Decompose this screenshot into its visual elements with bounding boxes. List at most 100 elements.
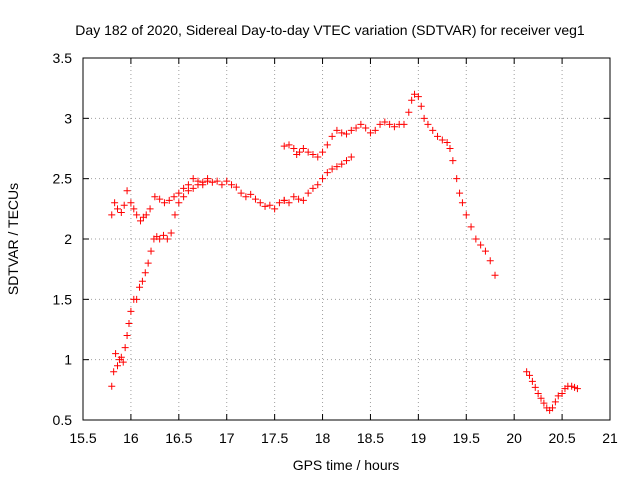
data-point bbox=[113, 362, 121, 370]
data-point bbox=[237, 189, 245, 197]
data-point bbox=[136, 283, 144, 291]
data-point bbox=[458, 199, 466, 207]
y-tick-label: 2 bbox=[64, 231, 72, 247]
data-point bbox=[411, 90, 419, 98]
data-point bbox=[204, 177, 212, 185]
y-tick-label: 2.5 bbox=[53, 171, 73, 187]
data-point bbox=[347, 126, 355, 134]
data-point bbox=[142, 211, 150, 219]
x-axis-label: GPS time / hours bbox=[293, 457, 400, 473]
data-point bbox=[159, 231, 167, 239]
x-tick-label: 16 bbox=[123, 430, 139, 446]
data-point bbox=[299, 196, 307, 204]
data-point bbox=[477, 241, 485, 249]
data-point bbox=[171, 211, 179, 219]
data-point bbox=[170, 193, 178, 201]
data-point bbox=[165, 196, 173, 204]
data-point bbox=[551, 398, 559, 406]
data-point bbox=[366, 129, 374, 137]
data-point bbox=[390, 123, 398, 131]
grid-layer bbox=[83, 58, 610, 420]
data-point bbox=[232, 183, 240, 191]
data-point bbox=[108, 382, 116, 390]
x-tick-label: 18.5 bbox=[357, 430, 384, 446]
data-point bbox=[523, 368, 531, 376]
y-tick-label: 3.5 bbox=[53, 50, 73, 66]
data-point bbox=[304, 148, 312, 156]
series-late-segment bbox=[523, 368, 581, 414]
x-tick-label: 17.5 bbox=[261, 430, 288, 446]
y-tick-label: 0.5 bbox=[53, 412, 73, 428]
data-point bbox=[304, 189, 312, 197]
chart-title: Day 182 of 2020, Sidereal Day-to-day VTE… bbox=[75, 22, 585, 38]
data-point bbox=[223, 177, 231, 185]
data-point bbox=[290, 193, 298, 201]
data-point bbox=[537, 394, 545, 402]
data-point bbox=[309, 151, 317, 159]
data-point bbox=[175, 189, 183, 197]
data-point bbox=[280, 196, 288, 204]
data-point bbox=[141, 269, 149, 277]
data-point bbox=[121, 344, 129, 352]
data-point bbox=[472, 235, 480, 243]
data-point bbox=[446, 145, 454, 152]
data-point bbox=[110, 368, 118, 376]
data-point bbox=[453, 175, 461, 183]
data-point bbox=[156, 195, 164, 203]
data-point bbox=[376, 120, 384, 128]
data-point bbox=[180, 193, 188, 201]
data-point bbox=[285, 141, 293, 149]
data-point bbox=[280, 142, 288, 150]
data-point bbox=[309, 184, 317, 192]
y-tick-label: 1 bbox=[64, 352, 72, 368]
x-tick-label: 17 bbox=[219, 430, 235, 446]
data-point bbox=[338, 129, 346, 137]
data-point bbox=[549, 404, 557, 412]
data-point bbox=[147, 247, 155, 255]
data-point bbox=[347, 153, 355, 161]
data-point bbox=[328, 132, 336, 140]
data-point bbox=[405, 108, 413, 116]
data-point bbox=[127, 199, 135, 207]
data-point bbox=[130, 205, 138, 213]
data-point bbox=[199, 178, 207, 186]
data-point bbox=[381, 118, 389, 126]
y-tick-label: 1.5 bbox=[53, 291, 73, 307]
data-point bbox=[160, 199, 168, 207]
data-point bbox=[333, 163, 341, 171]
data-point bbox=[456, 189, 464, 197]
data-point bbox=[144, 259, 152, 267]
y-axis-label: SDTVAR / TECUs bbox=[5, 183, 21, 295]
data-point bbox=[343, 130, 350, 138]
data-point bbox=[296, 148, 304, 156]
data-point bbox=[228, 181, 236, 189]
data-point bbox=[261, 202, 269, 210]
data-point bbox=[119, 358, 127, 366]
data-point bbox=[408, 96, 416, 104]
data-layer bbox=[108, 90, 581, 414]
data-point bbox=[338, 160, 346, 168]
data-point bbox=[417, 102, 425, 110]
data-point bbox=[218, 181, 226, 189]
data-point bbox=[113, 205, 121, 213]
data-point bbox=[111, 199, 119, 207]
data-point bbox=[189, 175, 197, 183]
data-point bbox=[271, 205, 279, 213]
data-point bbox=[462, 211, 470, 219]
data-point bbox=[290, 145, 298, 152]
data-point bbox=[573, 385, 581, 393]
data-point bbox=[526, 371, 534, 379]
x-tick-label: 20.5 bbox=[548, 430, 575, 446]
data-point bbox=[400, 120, 408, 128]
data-point bbox=[117, 208, 125, 216]
data-point bbox=[534, 389, 542, 397]
data-point bbox=[386, 120, 394, 128]
data-point bbox=[568, 382, 576, 390]
data-point bbox=[247, 190, 255, 198]
data-point bbox=[184, 187, 192, 195]
data-point bbox=[424, 120, 432, 128]
data-point bbox=[333, 126, 341, 134]
data-point bbox=[299, 145, 307, 152]
